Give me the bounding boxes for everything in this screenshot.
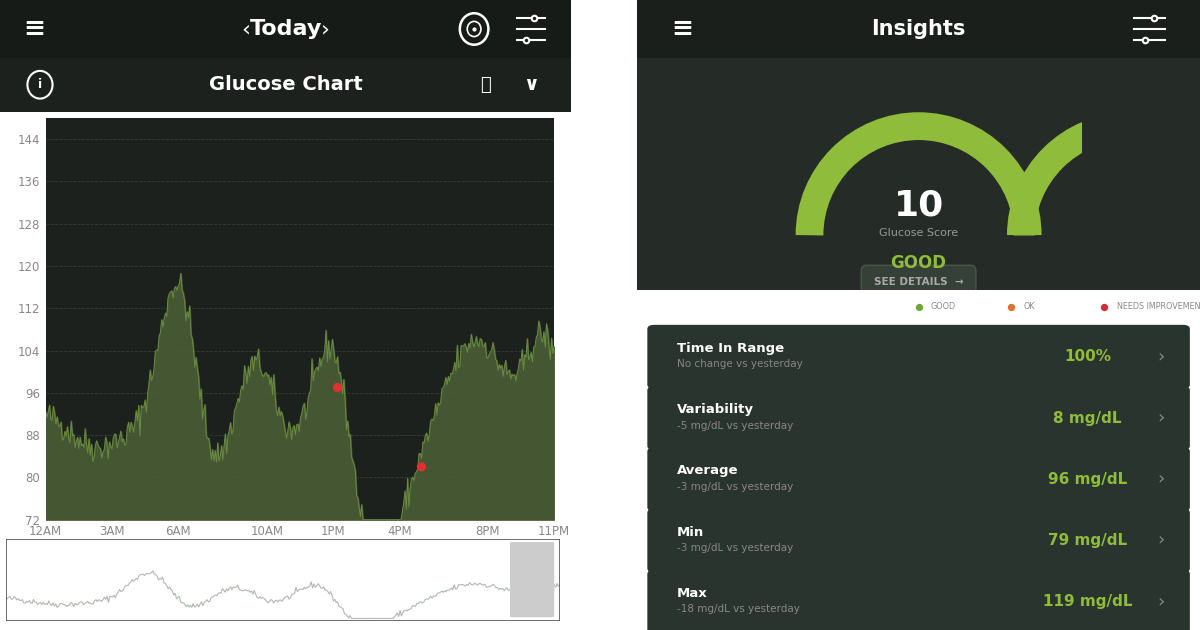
Text: No change vs yesterday: No change vs yesterday: [677, 359, 803, 369]
Text: NEEDS IMPROVEMENT: NEEDS IMPROVEMENT: [1117, 302, 1200, 311]
Text: GOOD: GOOD: [890, 253, 947, 272]
Text: -18 mg/dL vs yesterday: -18 mg/dL vs yesterday: [677, 604, 799, 614]
Text: i: i: [38, 78, 42, 91]
FancyBboxPatch shape: [0, 58, 571, 112]
FancyBboxPatch shape: [862, 265, 976, 298]
Text: ›: ›: [1157, 470, 1164, 488]
FancyBboxPatch shape: [510, 542, 554, 617]
Text: 10: 10: [894, 188, 943, 222]
Text: ›: ›: [1157, 409, 1164, 427]
Point: [1002, 302, 1021, 312]
FancyBboxPatch shape: [647, 447, 1190, 512]
Text: Insights: Insights: [871, 19, 966, 39]
Text: ≡: ≡: [671, 16, 694, 42]
Text: 100%: 100%: [1064, 349, 1111, 364]
Text: 79 mg/dL: 79 mg/dL: [1048, 533, 1127, 548]
FancyBboxPatch shape: [647, 508, 1190, 573]
FancyBboxPatch shape: [637, 0, 1200, 58]
Text: -3 mg/dL vs yesterday: -3 mg/dL vs yesterday: [677, 482, 793, 492]
Text: Time In Range: Time In Range: [677, 342, 784, 355]
Text: ≡: ≡: [23, 16, 46, 42]
Text: ›: ›: [1157, 593, 1164, 610]
Text: 96 mg/dL: 96 mg/dL: [1048, 472, 1127, 487]
Text: -3 mg/dL vs yesterday: -3 mg/dL vs yesterday: [677, 543, 793, 553]
Text: ›: ›: [1157, 532, 1164, 549]
Text: OK: OK: [1024, 302, 1036, 311]
Text: 8 mg/dL: 8 mg/dL: [1054, 411, 1122, 425]
Text: SEE DETAILS  →: SEE DETAILS →: [874, 277, 964, 287]
Text: Glucose Values: Glucose Values: [665, 299, 794, 314]
Text: GOOD: GOOD: [931, 302, 956, 311]
Text: Today: Today: [250, 19, 322, 39]
Text: ∨: ∨: [523, 75, 539, 94]
Text: Max: Max: [677, 587, 707, 600]
Text: ›: ›: [322, 19, 330, 39]
FancyBboxPatch shape: [647, 325, 1190, 389]
Text: Glucose Chart: Glucose Chart: [209, 75, 362, 94]
FancyBboxPatch shape: [0, 0, 571, 58]
FancyBboxPatch shape: [637, 58, 1200, 290]
Point: [1094, 302, 1114, 312]
Text: ⤢: ⤢: [480, 76, 491, 94]
Text: Min: Min: [677, 525, 704, 539]
Point: [328, 382, 347, 392]
FancyBboxPatch shape: [647, 386, 1190, 450]
Text: 119 mg/dL: 119 mg/dL: [1043, 594, 1132, 609]
Point: [910, 302, 929, 312]
Point: [412, 462, 431, 472]
Text: ›: ›: [1157, 348, 1164, 366]
Text: Average: Average: [677, 464, 738, 478]
FancyBboxPatch shape: [647, 570, 1190, 630]
Text: -5 mg/dL vs yesterday: -5 mg/dL vs yesterday: [677, 421, 793, 430]
Text: ‹: ‹: [241, 19, 250, 39]
Text: Glucose Score: Glucose Score: [880, 227, 958, 238]
Text: Variability: Variability: [677, 403, 754, 416]
